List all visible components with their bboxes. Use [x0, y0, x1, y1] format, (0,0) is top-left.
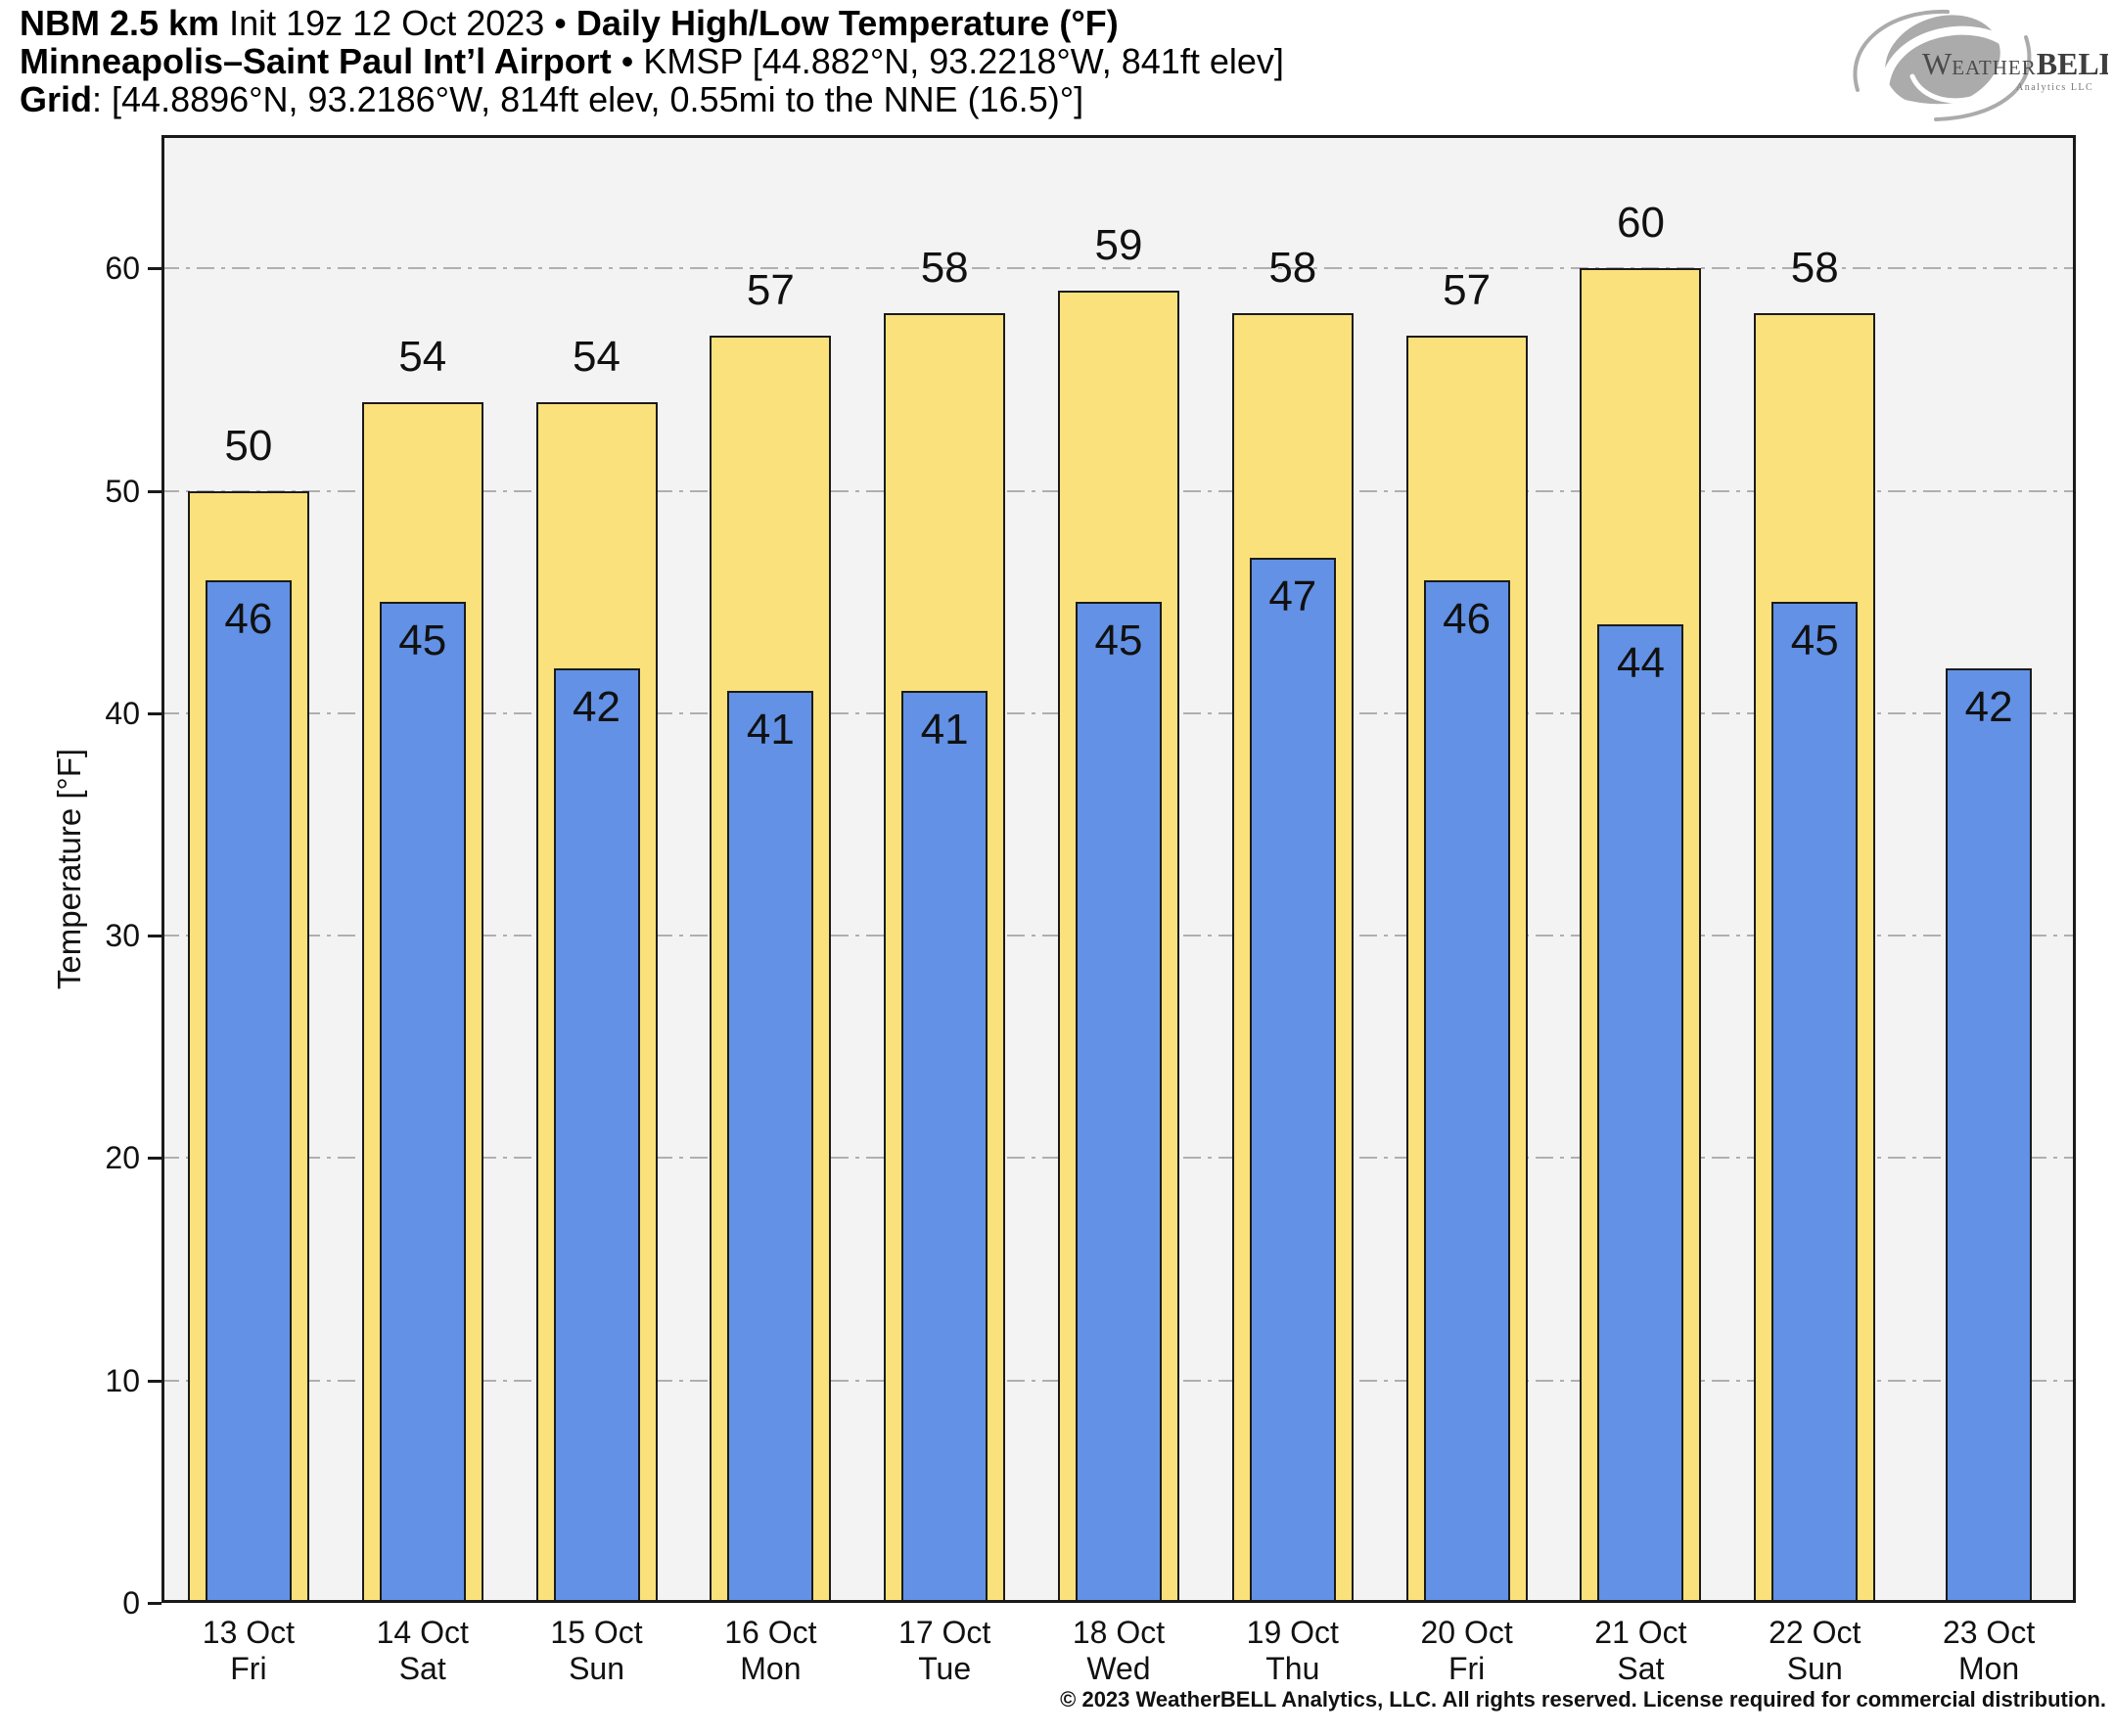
x-tick-label-date: 16 Oct	[724, 1615, 817, 1650]
model-name: NBM 2.5 km	[20, 3, 220, 43]
low-value-label: 41	[746, 706, 795, 754]
x-tick-label: 19 Oct Thu	[1206, 1615, 1380, 1687]
y-tick-50	[148, 489, 161, 493]
low-bar	[379, 602, 466, 1603]
copyright-notice: © 2023 WeatherBELL Analytics, LLC. All r…	[1060, 1687, 2106, 1712]
x-tick-label: 15 Oct Sun	[510, 1615, 684, 1687]
x-tick-label-date: 21 Oct	[1594, 1615, 1687, 1650]
header-line-2: Minneapolis–Saint Paul Int’l Airport • K…	[20, 42, 1284, 80]
logo-subtitle: Analytics LLC	[2016, 82, 2093, 93]
high-value-label: 57	[746, 265, 795, 314]
low-value-label: 42	[1964, 683, 2013, 732]
x-tick-label: 17 Oct Tue	[857, 1615, 1032, 1687]
low-bar	[1249, 557, 1336, 1603]
page-title: Daily High/Low Temperature (°F)	[575, 3, 1119, 43]
x-tick-label-date: 14 Oct	[376, 1615, 469, 1650]
low-value-label: 47	[1268, 571, 1317, 620]
x-tick-label: 18 Oct Wed	[1032, 1615, 1206, 1687]
x-tick-label-date: 23 Oct	[1942, 1615, 2036, 1650]
x-tick-label-day: Mon	[1957, 1651, 2020, 1686]
header-line-3: Grid: [44.8896°N, 93.2186°W, 814ft elev,…	[20, 80, 1284, 118]
grid-details: : [44.8896°N, 93.2186°W, 814ft elev, 0.5…	[92, 79, 1084, 119]
low-bar	[553, 668, 640, 1603]
x-tick-label-date: 13 Oct	[202, 1615, 296, 1650]
low-bar	[901, 691, 988, 1603]
y-tick-label: 10	[105, 1362, 140, 1398]
low-bar	[1946, 668, 2033, 1603]
y-tick-0	[148, 1602, 161, 1605]
low-bar	[1771, 602, 1859, 1603]
x-tick-label: 16 Oct Mon	[683, 1615, 857, 1687]
logo-wordmark: WEATHERBELL	[1922, 46, 2108, 81]
x-tick-label: 20 Oct Fri	[1380, 1615, 1554, 1687]
y-tick-10	[148, 1379, 161, 1383]
x-tick-label-date: 15 Oct	[550, 1615, 643, 1650]
low-bar	[1597, 624, 1684, 1603]
x-tick-label-day: Wed	[1086, 1651, 1151, 1686]
low-bar	[205, 579, 292, 1603]
high-value-label: 58	[1268, 243, 1317, 292]
y-tick-label: 30	[105, 918, 140, 954]
low-value-label: 41	[920, 706, 969, 754]
station-details: • KMSP [44.882°N, 93.2218°W, 841ft elev]	[611, 41, 1284, 81]
y-tick-label: 60	[105, 251, 140, 287]
header-line-1: NBM 2.5 km Init 19z 12 Oct 2023 • Daily …	[20, 4, 1284, 42]
low-value-label: 45	[398, 617, 447, 665]
x-tick-label: 23 Oct Mon	[1902, 1615, 2076, 1687]
x-tick-label-date: 22 Oct	[1769, 1615, 1861, 1650]
low-value-label: 46	[1443, 594, 1492, 643]
high-value-label: 60	[1616, 199, 1665, 248]
x-tick-label-day: Sun	[569, 1651, 624, 1686]
low-value-label: 46	[224, 594, 273, 643]
station-name: Minneapolis–Saint Paul Int’l Airport	[20, 41, 612, 81]
grid-label: Grid	[20, 79, 93, 119]
gridline-60	[161, 267, 2076, 270]
init-time: Init 19z 12 Oct 2023 •	[219, 3, 576, 43]
high-value-label: 58	[920, 243, 969, 292]
high-value-label: 59	[1094, 221, 1143, 270]
x-tick-label-date: 18 Oct	[1072, 1615, 1166, 1650]
x-tick-label-day: Fri	[1448, 1651, 1486, 1686]
low-bar	[1423, 579, 1510, 1603]
x-tick-label-date: 19 Oct	[1246, 1615, 1339, 1650]
x-tick-label-date: 20 Oct	[1420, 1615, 1513, 1650]
x-tick-label-day: Fri	[230, 1651, 267, 1686]
y-tick-label: 50	[105, 473, 140, 509]
y-tick-label: 40	[105, 695, 140, 731]
low-bar	[1076, 602, 1162, 1603]
y-tick-20	[148, 1157, 161, 1161]
high-value-label: 57	[1443, 265, 1492, 314]
x-tick-label: 13 Oct Fri	[161, 1615, 336, 1687]
plot-area: 50 46 54 45 54 42 57 41 58 41 59 45 58 47 57 46 60 44 58 45…	[161, 135, 2076, 1603]
x-tick-label-day: Sun	[1786, 1651, 1843, 1686]
weatherbell-logo: WEATHERBELL Analytics LLC	[1853, 9, 2108, 121]
hurricane-swirl-icon	[1853, 9, 2032, 121]
y-axis-title: Temperature [°F]	[51, 748, 87, 990]
x-tick-label: 21 Oct Sat	[1554, 1615, 1728, 1687]
low-value-label: 45	[1094, 617, 1143, 665]
y-tick-60	[148, 267, 161, 271]
x-tick-label: 22 Oct Sun	[1727, 1615, 1902, 1687]
y-tick-40	[148, 711, 161, 715]
x-tick-label-day: Sat	[398, 1651, 446, 1686]
high-value-label: 54	[573, 332, 620, 381]
low-value-label: 42	[573, 683, 620, 732]
chart-header: NBM 2.5 km Init 19z 12 Oct 2023 • Daily …	[20, 4, 1284, 118]
high-value-label: 50	[224, 421, 273, 470]
y-tick-label: 0	[122, 1585, 140, 1621]
high-value-label: 54	[398, 332, 447, 381]
high-value-label: 58	[1790, 243, 1839, 292]
low-value-label: 45	[1790, 617, 1839, 665]
x-tick-label-day: Mon	[740, 1651, 802, 1686]
x-tick-label-day: Thu	[1265, 1651, 1320, 1686]
x-tick-label-day: Tue	[918, 1651, 972, 1686]
low-bar	[727, 691, 814, 1603]
x-tick-label: 14 Oct Sat	[336, 1615, 510, 1687]
x-tick-label-date: 17 Oct	[898, 1615, 991, 1650]
y-tick-30	[148, 935, 161, 938]
x-tick-label-day: Sat	[1617, 1651, 1665, 1686]
y-tick-label: 20	[105, 1140, 140, 1176]
low-value-label: 44	[1616, 639, 1665, 687]
